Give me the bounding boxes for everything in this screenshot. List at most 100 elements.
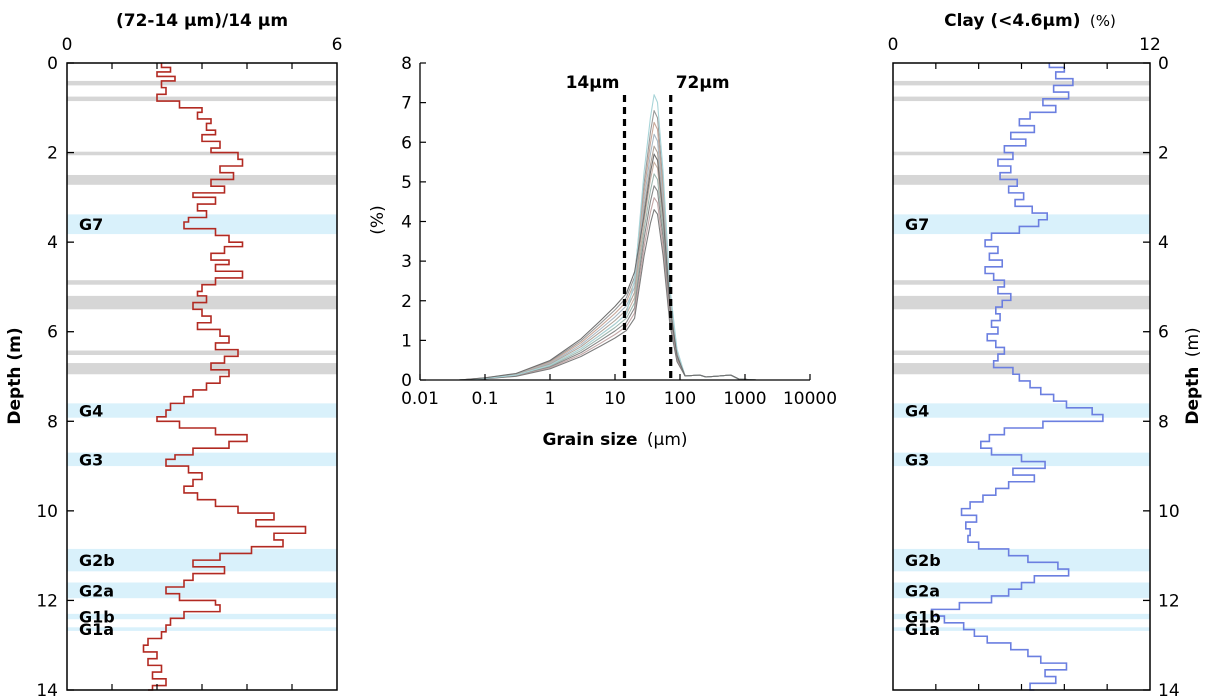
grain-size-curve-6 [459,185,757,381]
right-y-tick-label-10: 10 [1158,502,1180,522]
left-y-tick-label-4: 4 [47,233,58,253]
right-panel-title-main: Clay (<4.6µm) [944,11,1080,31]
reference-label-72µm: 72µm [676,73,730,93]
grain-size-curve-4 [459,161,757,381]
right-y-axis-title-main: Depth [1183,367,1203,425]
right-y-tick-label-6: 6 [1158,323,1169,343]
grain-size-curve-8 [459,209,757,381]
right-clay-series [930,63,1104,691]
left-y-tick-labels: 0 2 4 6 8 10 12 14 [36,54,58,697]
left-y-tick-label-14: 14 [36,681,58,697]
band-label-g1a: G1a [79,620,114,639]
gap-band-1 [893,96,1150,102]
glacial-band-13 [67,613,337,620]
gap-band-0 [67,80,337,86]
band-label-g2b: G2b [79,551,115,570]
left-y-tick-label-12: 12 [36,591,58,611]
band-label-g1a: G1a [905,620,940,639]
right-y-tick-label-4: 4 [1158,233,1169,253]
gap-band-5 [67,280,337,285]
right-panel-clay: Clay (<4.6µm) (%) 0 12 0 2 4 6 8 10 12 14 Depth… [888,11,1203,697]
left-y-tick-label-10: 10 [36,502,58,522]
right-y-tick-label-0: 0 [1158,54,1169,74]
gap-band-6 [893,295,1150,310]
glacial-band-4 [67,214,337,235]
glacial-band-10 [67,452,337,467]
band-label-g4: G4 [905,402,929,421]
gap-band-7 [67,350,337,356]
reference-lines: 14µm 72µm [566,73,730,380]
grain-size-curve-5 [459,173,757,381]
gap-band-2 [893,151,1150,156]
band-label-g3: G3 [905,450,929,469]
mid-x-tick-label-100: 100 [664,389,696,409]
right-y-axis-title-unit: (m) [1183,327,1203,357]
gap-band-2 [67,151,337,156]
glacial-band-12 [67,582,337,599]
gap-band-0 [893,80,1150,86]
mid-y-tick-label-8: 8 [401,54,412,74]
glacial-band-14 [893,627,1150,631]
left-bands [67,80,337,631]
right-y-tick-label-14: 14 [1158,681,1180,697]
glacial-band-9 [893,403,1150,418]
gap-band-3 [67,174,337,185]
mid-x-tick-label-0.01: 0.01 [401,389,439,409]
mid-x-tick-label-1: 1 [545,389,556,409]
left-y-tick-label-6: 6 [47,323,58,343]
grain-size-curve-9 [459,94,757,381]
left-panel-title: (72-14 µm)/14 µm [116,11,288,31]
grain-size-curve-1 [459,121,757,381]
mid-y-tick-label-1: 1 [401,331,412,351]
right-panel-title-unit: (%) [1090,12,1116,30]
band-label-g2a: G2a [79,581,114,600]
grain-size-curve-7 [459,197,757,381]
mid-x-axis-title: Grain size (µm) [542,430,687,450]
right-y-tick-label-12: 12 [1158,591,1180,611]
mid-y-tick-label-7: 7 [401,94,412,114]
mid-y-tick-label-0: 0 [401,371,412,391]
mid-y-axis-title: (%) [368,205,388,234]
grain-size-curve-10 [459,153,757,381]
band-label-g4: G4 [79,402,103,421]
band-label-g1b: G1b [79,608,115,627]
gap-band-7 [893,350,1150,356]
band-label-g7: G7 [905,215,929,234]
right-x-tick-12: 12 [1139,35,1161,55]
mid-x-axis-title-unit: (µm) [647,430,688,450]
glacial-band-14 [67,627,337,631]
mid-x-ticks: 0.01 0.1 1 10 100 1000 10000 [401,374,837,409]
right-panel-title: Clay (<4.6µm) (%) [944,11,1116,31]
mid-y-tick-label-6: 6 [401,133,412,153]
left-panel-ratio: (72-14 µm)/14 µm 0 6 0 2 4 6 8 10 12 14 Depth (… [5,11,342,697]
clay-step-line [930,63,1104,691]
grain-size-curves [459,94,757,381]
band-label-g3: G3 [79,450,103,469]
left-y-tick-label-2: 2 [47,144,58,164]
band-label-g1b: G1b [905,608,941,627]
left-y-axis-title: Depth (m) [5,327,25,424]
middle-panel-grain-size: 0 1 2 3 4 5 6 7 8 0.01 0.1 1 10 100 1000 10000 14µm 72µ… [368,54,837,450]
gap-band-1 [67,96,337,102]
gap-band-3 [893,174,1150,185]
right-y-tick-label-2: 2 [1158,144,1169,164]
right-y-axis-title: Depth (m) [1183,327,1203,424]
left-ratio-series [142,63,307,691]
glacial-band-9 [67,403,337,418]
mid-x-axis-title-main: Grain size [542,430,637,450]
right-y-tick-label-8: 8 [1158,412,1169,432]
gap-band-8 [893,363,1150,375]
left-x-tick-0: 0 [62,35,73,55]
glacial-band-4 [893,214,1150,235]
right-x-tick-0: 0 [888,35,899,55]
left-y-tick-label-8: 8 [47,412,58,432]
grain-size-curve-3 [459,145,757,381]
right-bands [893,80,1150,631]
left-x-tick-6: 6 [332,35,343,55]
mid-x-tick-label-0.1: 0.1 [471,389,498,409]
band-label-g2a: G2a [905,581,940,600]
reference-label-14µm: 14µm [566,73,620,93]
